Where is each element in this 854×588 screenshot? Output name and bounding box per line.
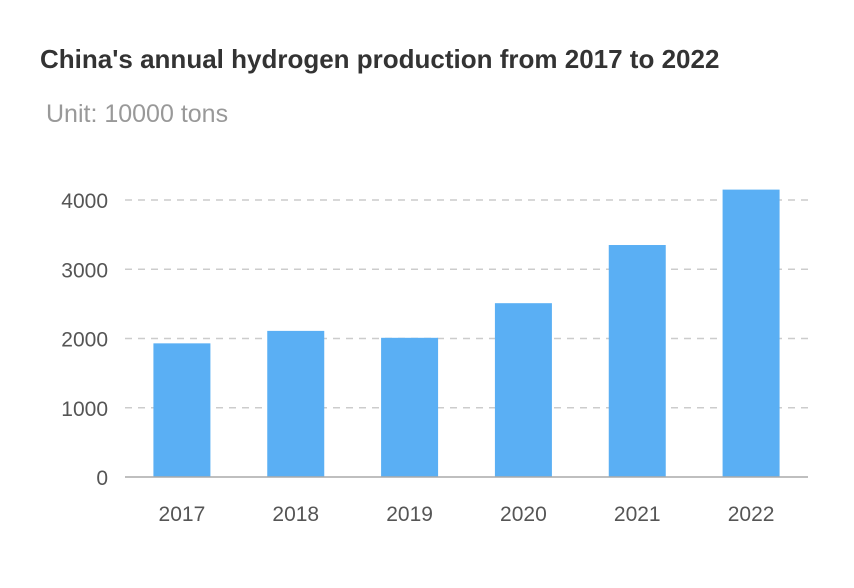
x-tick-label: 2018 xyxy=(272,503,319,526)
x-tick-label: 2020 xyxy=(500,503,547,526)
grid-lines xyxy=(125,199,808,409)
tick-labels: 0 1000 2000 3000 4000 2017 2018 2019 2020 2021 202… xyxy=(61,190,774,526)
y-tick-label: 3000 xyxy=(61,259,108,282)
y-tick-label: 2000 xyxy=(61,329,108,352)
bar-2019 xyxy=(381,337,439,477)
y-tick-label: 0 xyxy=(96,467,108,490)
y-tick-label: 1000 xyxy=(61,398,108,421)
chart-subtitle: Unit: 10000 tons xyxy=(46,100,229,128)
bar-2022 xyxy=(722,189,780,478)
y-tick-label: 4000 xyxy=(61,190,108,213)
x-tick-label: 2021 xyxy=(614,503,661,526)
bar-2021 xyxy=(608,245,666,477)
bars xyxy=(153,189,780,478)
chart-title: China's annual hydrogen production from … xyxy=(40,44,720,74)
x-tick-label: 2022 xyxy=(728,503,775,526)
x-tick-label: 2017 xyxy=(159,503,206,526)
bar-2017 xyxy=(153,343,211,477)
bar-2020 xyxy=(494,303,552,477)
bar-2018 xyxy=(267,330,325,477)
x-tick-label: 2019 xyxy=(386,503,433,526)
